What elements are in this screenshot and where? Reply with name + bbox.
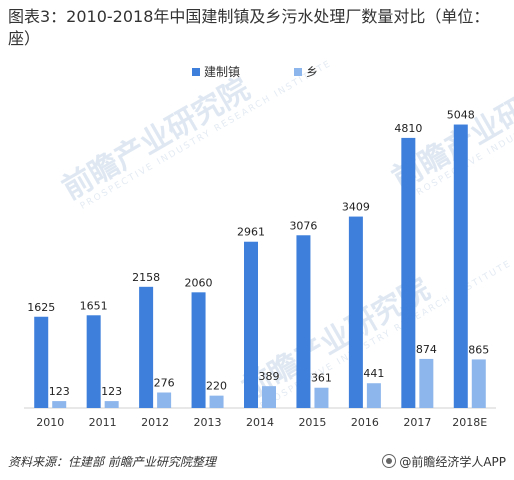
bar-town-2017: [401, 137, 416, 408]
x-tick-label-2011: 2011: [89, 416, 117, 429]
data-label-township-2013: 220: [206, 380, 227, 393]
bar-township-2016: [366, 383, 381, 408]
bar-township-2015: [314, 387, 329, 408]
bar-town-2018E: [453, 124, 468, 408]
legend-label-0: 建制镇: [204, 65, 240, 79]
footer: 资料来源：住建部 前瞻产业研究院整理 @前瞻经济学人APP: [8, 452, 506, 472]
legend-swatch-1: [294, 68, 302, 76]
brand-logo-icon: [382, 454, 397, 468]
data-label-town-2015: 3076: [289, 219, 317, 232]
data-label-township-2016: 441: [363, 367, 384, 380]
bar-town-2015: [296, 235, 311, 408]
x-tick-label-2010: 2010: [36, 416, 64, 429]
data-label-town-2016: 3409: [342, 201, 370, 214]
data-label-town-2017: 4810: [394, 122, 422, 135]
x-tick-label-2018E: 2018E: [452, 416, 487, 429]
bar-town-2016: [348, 216, 363, 408]
data-label-township-2017: 874: [416, 343, 437, 356]
bar-township-2011: [104, 401, 119, 408]
x-tick-label-2012: 2012: [141, 416, 169, 429]
bar-town-2011: [86, 315, 101, 408]
bar-township-2018E: [471, 359, 486, 408]
x-tick-label-2017: 2017: [403, 416, 431, 429]
data-label-township-2018E: 865: [468, 343, 489, 356]
x-tick-label-2014: 2014: [246, 416, 274, 429]
legend-swatch-0: [192, 68, 200, 76]
x-tick-label-2016: 2016: [351, 416, 379, 429]
brand-credit: @前瞻经济学人APP: [382, 452, 506, 472]
x-tick-label-2015: 2015: [298, 416, 326, 429]
bar-township-2017: [419, 358, 434, 408]
data-label-township-2014: 389: [259, 370, 280, 383]
data-label-town-2012: 2158: [132, 271, 160, 284]
bar-town-2010: [34, 316, 49, 408]
data-label-town-2013: 2060: [185, 276, 213, 289]
chart-title: 图表3：2010-2018年中国建制镇及乡污水处理厂数量对比（单位：座）: [8, 7, 490, 48]
bar-town-2014: [244, 241, 258, 408]
data-label-town-2014: 2961: [237, 226, 265, 239]
source-note: 资料来源：住建部 前瞻产业研究院整理: [8, 455, 216, 469]
data-label-township-2011: 123: [101, 385, 122, 398]
bar-township-2014: [262, 386, 276, 408]
bar-township-2012: [157, 392, 172, 408]
brand-text: @前瞻经济学人APP: [399, 455, 506, 469]
data-label-township-2010: 123: [49, 385, 70, 398]
data-label-township-2012: 276: [154, 377, 175, 390]
data-label-town-2018E: 5048: [447, 109, 475, 122]
bar-town-2012: [139, 286, 154, 408]
x-tick-label-2013: 2013: [194, 416, 222, 429]
data-label-town-2010: 1625: [27, 301, 55, 314]
watermark-text: 前瞻产业研究院: [57, 72, 256, 207]
data-label-town-2011: 1651: [80, 299, 108, 312]
bar-township-2010: [52, 401, 67, 408]
bar-township-2013: [209, 395, 224, 408]
watermark-subtext: PROSPECTIVE INDUSTRY RESEARCH INSTITUTE: [79, 60, 334, 212]
bar-town-2013: [191, 292, 206, 408]
data-label-township-2015: 361: [311, 372, 332, 385]
legend-label-1: 乡: [306, 65, 318, 79]
